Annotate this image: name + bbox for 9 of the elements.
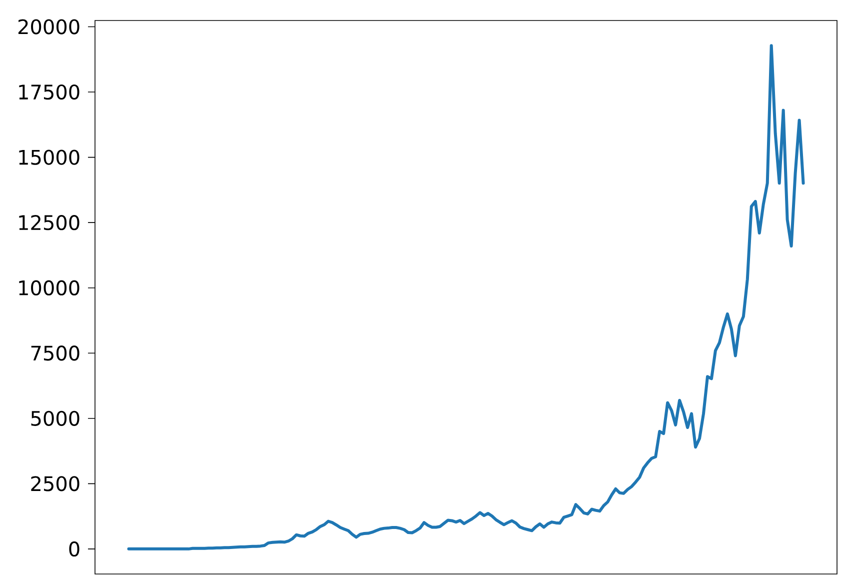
y-tick-label: 15000 [19,150,80,165]
y-tick-label: 5000 [31,410,80,426]
y-tick-label: 20000 [18,19,80,34]
y-tick-label: 2500 [31,476,80,492]
y-tick-label: 7500 [31,346,80,361]
y-tick-label: 17500 [19,84,80,100]
y-tick-label: 10000 [19,280,80,296]
y-tick-label: 0 [69,541,80,557]
y-tick-label: 12500 [19,215,80,230]
